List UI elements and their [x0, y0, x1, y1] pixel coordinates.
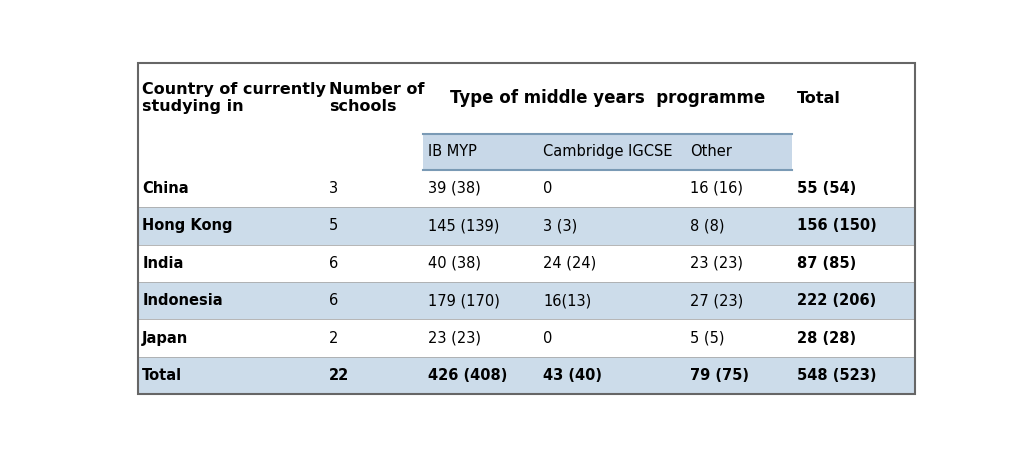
Text: 27 (23): 27 (23) — [690, 293, 743, 308]
Text: Cambridge IGCSE: Cambridge IGCSE — [543, 144, 673, 159]
Text: China: China — [142, 181, 188, 196]
Bar — [423, 134, 793, 170]
Text: 0: 0 — [543, 181, 552, 196]
Text: 23 (23): 23 (23) — [690, 256, 742, 271]
Text: 55 (54): 55 (54) — [797, 181, 856, 196]
Bar — [137, 320, 915, 357]
Text: 39 (38): 39 (38) — [428, 181, 480, 196]
Text: 40 (38): 40 (38) — [428, 256, 481, 271]
Text: 79 (75): 79 (75) — [690, 368, 749, 383]
Text: 426 (408): 426 (408) — [428, 368, 507, 383]
Text: 3 (3): 3 (3) — [543, 218, 578, 233]
Text: 24 (24): 24 (24) — [543, 256, 596, 271]
Text: 16(13): 16(13) — [543, 293, 591, 308]
Text: 6: 6 — [329, 293, 338, 308]
Text: Number of
schools: Number of schools — [329, 82, 424, 114]
Bar — [137, 62, 915, 134]
Text: Country of currently
studying in: Country of currently studying in — [142, 82, 327, 114]
Text: India: India — [142, 256, 183, 271]
Bar — [137, 134, 915, 170]
Text: 43 (40): 43 (40) — [543, 368, 602, 383]
Text: 2: 2 — [329, 331, 338, 346]
Text: Other: Other — [690, 144, 732, 159]
Text: Indonesia: Indonesia — [142, 293, 223, 308]
Text: 145 (139): 145 (139) — [428, 218, 500, 233]
Text: Hong Kong: Hong Kong — [142, 218, 232, 233]
Text: 22: 22 — [329, 368, 349, 383]
Text: 548 (523): 548 (523) — [797, 368, 877, 383]
Text: Type of middle years  programme: Type of middle years programme — [451, 89, 765, 107]
Text: 28 (28): 28 (28) — [797, 331, 856, 346]
Text: 5: 5 — [329, 218, 338, 233]
Text: 5 (5): 5 (5) — [690, 331, 724, 346]
Text: 179 (170): 179 (170) — [428, 293, 500, 308]
Text: 156 (150): 156 (150) — [797, 218, 877, 233]
Bar — [137, 245, 915, 282]
Text: IB MYP: IB MYP — [428, 144, 477, 159]
Text: 8 (8): 8 (8) — [690, 218, 724, 233]
Text: 23 (23): 23 (23) — [428, 331, 481, 346]
Text: Total: Total — [797, 91, 841, 106]
Text: 87 (85): 87 (85) — [797, 256, 856, 271]
Text: Japan: Japan — [142, 331, 188, 346]
Bar — [137, 170, 915, 207]
Text: 3: 3 — [329, 181, 338, 196]
Text: 6: 6 — [329, 256, 338, 271]
Text: Total: Total — [142, 368, 182, 383]
Text: 16 (16): 16 (16) — [690, 181, 742, 196]
Text: 0: 0 — [543, 331, 552, 346]
Text: 222 (206): 222 (206) — [797, 293, 877, 308]
